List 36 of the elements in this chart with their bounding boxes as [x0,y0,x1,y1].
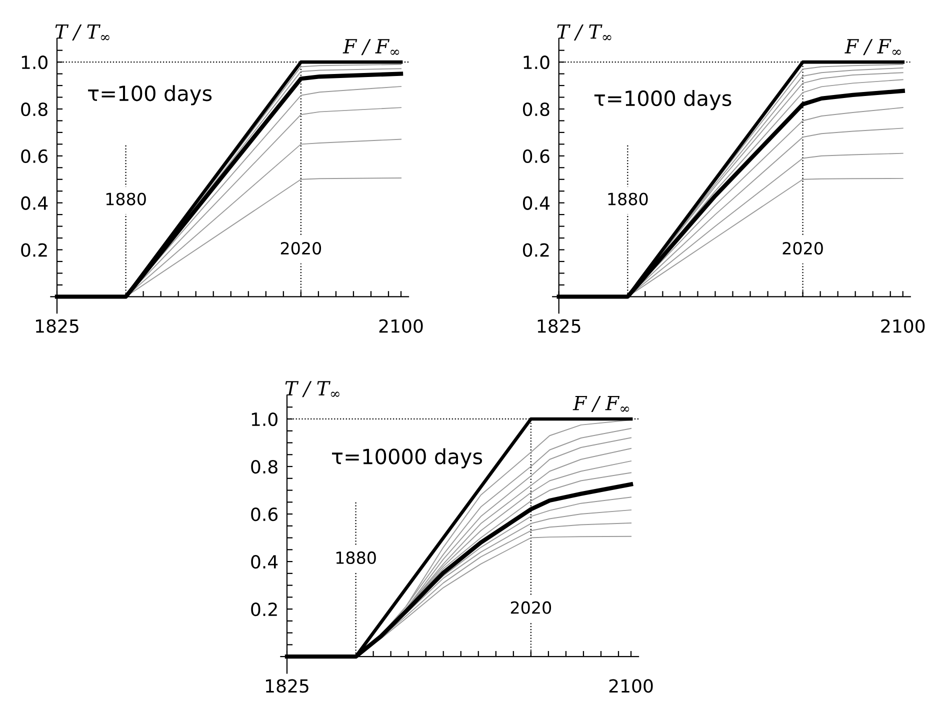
y-tick-label: 0.2 [522,243,549,257]
y-tick-label: 0.4 [21,196,48,210]
y-tick-label: 0.8 [21,102,48,116]
y-tick-label: 0.4 [522,196,550,210]
x-tick-label: 1825 [266,679,308,693]
x-tick-label: 1825 [36,319,78,333]
x-tick-label: 1825 [538,319,580,333]
y-tick-label: 0.8 [522,102,550,116]
x-tick-label: 2100 [881,319,925,333]
ref-line-label: 2020 [510,601,552,614]
ref-line-label: 1880 [336,551,376,564]
series-label: F / F$_{∞}$ [844,39,901,56]
series-label: F / F$_{∞}$ [342,39,400,56]
y-axis-title: T / T$_{∞}$ [55,24,110,40]
y-tick-label: 0.6 [251,507,278,522]
y-tick-label: 0.2 [251,602,277,616]
ref-line-label: 2020 [782,242,823,255]
ref-line-label: 2020 [280,242,322,255]
y-tick-label: 0.6 [522,149,550,164]
y-tick-label: 1.0 [524,56,550,70]
y-tick-label: 1.0 [252,412,278,426]
y-axis-title: T / T$_{∞}$ [557,24,612,40]
annotation: τ=10000 days [332,448,482,468]
ref-line-label: 1880 [608,192,648,206]
y-tick-label: 0.6 [21,149,48,164]
y-tick-label: 0.8 [251,460,278,474]
annotation: τ=100 days [88,85,212,106]
x-tick-label: 2100 [609,679,653,693]
y-tick-label: 0.4 [251,555,278,569]
series-label: F / F$_{∞}$ [572,396,630,412]
y-tick-label: 1.0 [22,56,48,70]
y-tick-label: 0.2 [21,243,47,257]
x-tick-label: 2100 [379,319,423,333]
y-axis-title: T / T$_{∞}$ [285,381,340,398]
annotation: τ=1000 days [594,90,732,110]
ref-line-label: 1880 [106,192,146,206]
